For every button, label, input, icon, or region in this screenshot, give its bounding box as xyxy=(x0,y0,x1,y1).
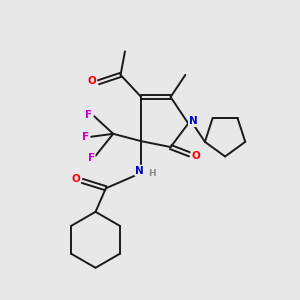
Text: F: F xyxy=(82,132,89,142)
Text: O: O xyxy=(88,76,96,86)
Text: N: N xyxy=(189,116,198,126)
Text: F: F xyxy=(85,110,93,120)
Text: N: N xyxy=(135,166,144,176)
Text: O: O xyxy=(71,174,80,184)
Text: O: O xyxy=(191,151,200,161)
Text: F: F xyxy=(88,153,95,163)
Text: H: H xyxy=(148,169,155,178)
